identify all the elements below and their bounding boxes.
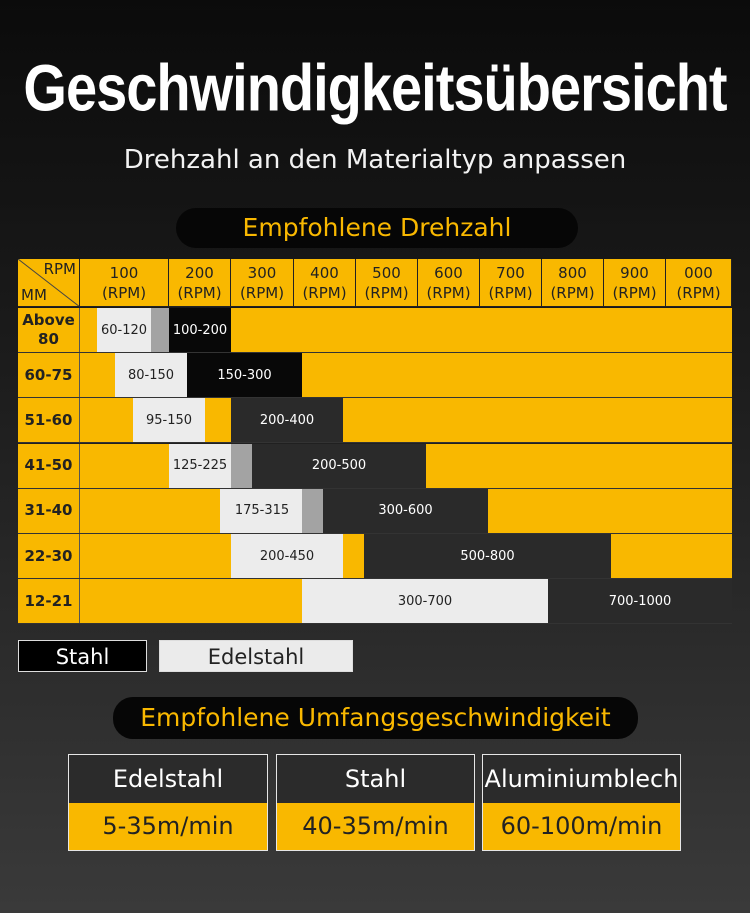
column-header: 400 (RPM) (294, 259, 356, 307)
column-rpm-unit: (RPM) (612, 284, 657, 302)
table-row: 12-21 300-700 700-1000 (18, 579, 732, 625)
speed-card-edelstahl: Edelstahl 5-35m/min (68, 754, 268, 851)
table-row: 60-75 80-150 150-300 (18, 353, 732, 399)
column-header: 500 (RPM) (356, 259, 418, 307)
column-rpm-value: 800 (558, 264, 587, 282)
edelstahl-range: 125-225 (169, 443, 231, 488)
column-rpm-value: 000 (684, 264, 713, 282)
column-header: 200 (RPM) (169, 259, 231, 307)
edelstahl-range: 175-315 (220, 488, 304, 533)
column-rpm-unit: (RPM) (177, 284, 222, 302)
table-row: 22-30 200-450 500-800 (18, 534, 732, 579)
column-rpm-unit: (RPM) (676, 284, 721, 302)
column-header: 900 (RPM) (604, 259, 666, 307)
legend-edelstahl: Edelstahl (159, 640, 353, 672)
stahl-range: 700-1000 (548, 579, 732, 624)
stahl-range: 500-800 (364, 534, 611, 578)
table-row: Above 80 60-120 100-200 (18, 308, 732, 353)
speed-card-value: 5-35m/min (69, 803, 267, 850)
column-rpm-value: 200 (185, 264, 214, 282)
stahl-range: 200-500 (252, 443, 426, 488)
column-rpm-value: 700 (496, 264, 525, 282)
speed-card-value: 40-35m/min (277, 803, 474, 850)
corner-mm-label: MM (21, 286, 47, 304)
column-rpm-value: 600 (434, 264, 463, 282)
row-diameter-label: 41-50 (18, 443, 80, 488)
column-rpm-unit: (RPM) (239, 284, 285, 302)
column-rpm-unit: (RPM) (364, 284, 409, 302)
column-rpm-unit: (RPM) (550, 284, 595, 302)
page-subtitle: Drehzahl an den Materialtyp anpassen (123, 145, 627, 175)
table-row: 51-60 95-150 200-400 (18, 398, 732, 444)
edelstahl-range: 300-700 (302, 579, 548, 624)
edelstahl-range: 95-150 (133, 398, 205, 443)
column-rpm-unit: (RPM) (488, 284, 533, 302)
row-diameter-label: 31-40 (18, 488, 80, 533)
speed-card-aluminiumblech: Aluminiumblech 60-100m/min (482, 754, 681, 851)
edelstahl-range: 80-150 (115, 353, 187, 398)
overlap-range (151, 308, 169, 352)
speed-card-material: Stahl (277, 755, 474, 803)
section-title-speed: Empfohlene Umfangsgeschwindigkeit (113, 697, 638, 739)
speed-card-material: Aluminiumblech (483, 755, 680, 803)
speed-card-material: Edelstahl (69, 755, 267, 803)
column-rpm-value: 500 (372, 264, 401, 282)
column-header: 600 (RPM) (418, 259, 480, 307)
row-diameter-label: 12-21 (18, 579, 80, 624)
row-diameter-label: 60-75 (18, 353, 80, 398)
section-title-rpm: Empfohlene Drehzahl (176, 208, 578, 248)
column-rpm-unit: (RPM) (101, 284, 147, 302)
rpm-table: RPM MM 100 (RPM) 200 (RPM) 300 (RPM) 400 (RPM) 5… (18, 259, 732, 625)
table-row: 41-50 125-225 200-500 (18, 443, 732, 489)
speed-card-value: 60-100m/min (483, 803, 680, 850)
column-rpm-value: 900 (620, 264, 649, 282)
stahl-range: 300-600 (323, 488, 488, 533)
corner-rpm-label: RPM (43, 260, 76, 278)
column-header: 300 (RPM) (231, 259, 294, 307)
edelstahl-range: 200-450 (231, 534, 343, 578)
row-diameter-label: 51-60 (18, 398, 80, 443)
stahl-range: 150-300 (187, 353, 302, 398)
edelstahl-range: 60-120 (97, 308, 151, 352)
stahl-range: 100-200 (169, 308, 231, 352)
column-rpm-value: 400 (310, 264, 339, 282)
table-row: 31-40 175-315 300-600 (18, 488, 732, 534)
column-header: 000 (RPM) (666, 259, 732, 307)
overlap-range (302, 488, 323, 533)
row-diameter-label: 22-30 (18, 534, 80, 578)
overlap-range (231, 443, 252, 488)
column-header: 100 (RPM) (80, 259, 169, 307)
column-rpm-value: 300 (247, 264, 277, 282)
column-header: 700 (RPM) (480, 259, 542, 307)
stahl-range: 200-400 (231, 398, 343, 443)
column-header: 800 (RPM) (542, 259, 604, 307)
column-rpm-value: 100 (109, 264, 139, 282)
column-rpm-unit: (RPM) (302, 284, 347, 302)
table-corner-cell: RPM MM (18, 259, 80, 307)
speed-card-stahl: Stahl 40-35m/min (276, 754, 475, 851)
page-title: Geschwindigkeitsübersicht (23, 50, 727, 125)
corner-diagonal-line (18, 259, 79, 306)
column-rpm-unit: (RPM) (426, 284, 471, 302)
legend-stahl: Stahl (18, 640, 147, 672)
row-diameter-label: Above 80 (18, 308, 80, 352)
